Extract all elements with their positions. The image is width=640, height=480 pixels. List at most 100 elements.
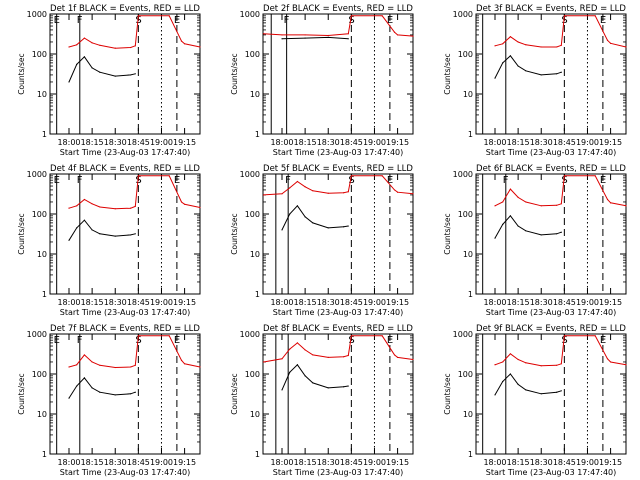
x-tick-label: 18:45 xyxy=(553,138,576,147)
data-point-events xyxy=(517,225,519,227)
x-tick-label: 18:30 xyxy=(104,298,127,307)
marker-label: F xyxy=(503,175,509,186)
data-point-events xyxy=(304,375,306,377)
data-point-lld xyxy=(262,33,265,35)
x-tick-label: 18:00 xyxy=(270,458,293,467)
marker-label: E xyxy=(174,15,180,26)
x-tick-label: 18:45 xyxy=(127,138,150,147)
data-point-lld xyxy=(76,44,78,46)
data-point-events xyxy=(130,234,132,236)
marker-label: S xyxy=(135,175,141,186)
panel-title: Det 5f BLACK = Events, RED = LLD xyxy=(263,164,413,174)
data-point-events xyxy=(494,77,496,79)
data-point-events xyxy=(296,364,299,366)
y-tick-label: 1 xyxy=(42,130,47,139)
data-point-lld xyxy=(540,365,542,367)
data-point-lld xyxy=(502,43,504,45)
x-axis-label: Start Time (23-Aug-03 17:47:40) xyxy=(60,468,191,477)
data-point-lld xyxy=(594,175,596,177)
data-point-lld xyxy=(76,205,78,207)
data-point-events xyxy=(91,387,93,389)
panel-title: Det 3f BLACK = Events, RED = LLD xyxy=(476,4,626,14)
y-axis-label: Counts/sec xyxy=(443,53,452,94)
series-line-events xyxy=(68,56,136,83)
data-point-events xyxy=(296,205,299,207)
data-point-events xyxy=(343,386,345,388)
data-point-events xyxy=(347,225,349,227)
data-point-events xyxy=(312,382,314,384)
marker-label: F xyxy=(77,175,83,186)
data-point-lld xyxy=(606,198,609,201)
series-line-lld xyxy=(263,15,414,37)
x-tick-label: 18:15 xyxy=(294,458,317,467)
data-point-lld xyxy=(502,361,504,363)
data-point-lld xyxy=(412,193,414,195)
x-tick-label: 18:30 xyxy=(317,298,340,307)
x-tick-label: 19:00 xyxy=(576,458,599,467)
data-point-events xyxy=(76,63,78,65)
x-tick-label: 18:30 xyxy=(104,458,127,467)
series-line-events xyxy=(494,55,562,79)
data-point-lld xyxy=(347,191,349,193)
data-point-lld xyxy=(594,15,596,17)
data-point-events xyxy=(347,385,349,387)
x-tick-label: 18:15 xyxy=(81,138,104,147)
data-point-events xyxy=(540,74,542,76)
y-tick-label: 10 xyxy=(250,90,260,99)
plot-frame xyxy=(262,13,414,135)
data-point-lld xyxy=(563,335,565,337)
series-line-events xyxy=(494,373,562,396)
x-tick-label: 19:00 xyxy=(576,298,599,307)
y-axis-label: Counts/sec xyxy=(230,373,239,414)
y-tick-label: 100 xyxy=(32,210,47,219)
x-tick-label: 19:00 xyxy=(150,138,173,147)
marker-label: F xyxy=(77,15,83,26)
data-point-lld xyxy=(381,175,383,177)
series-line-events xyxy=(494,215,562,239)
data-point-lld xyxy=(114,208,116,210)
data-point-lld xyxy=(343,356,345,358)
x-tick-label: 18:45 xyxy=(127,298,150,307)
data-point-events xyxy=(560,231,562,233)
x-tick-label: 18:00 xyxy=(57,458,80,467)
x-tick-label: 18:00 xyxy=(483,138,506,147)
marker-label: S xyxy=(348,175,354,186)
data-point-lld xyxy=(381,335,383,337)
x-tick-label: 18:30 xyxy=(317,138,340,147)
y-axis-label: Counts/sec xyxy=(230,213,239,254)
x-tick-label: 18:00 xyxy=(57,138,80,147)
y-tick-label: 1000 xyxy=(453,330,473,339)
y-tick-label: 1000 xyxy=(240,10,260,19)
x-tick-label: 18:15 xyxy=(507,458,530,467)
data-point-events xyxy=(114,394,116,396)
x-axis-label: Start Time (23-Aug-03 17:47:40) xyxy=(60,308,191,317)
y-tick-label: 10 xyxy=(463,410,473,419)
data-point-events xyxy=(502,223,504,225)
y-tick-label: 10 xyxy=(37,90,47,99)
data-point-lld xyxy=(609,202,612,204)
data-point-lld xyxy=(556,364,558,366)
y-tick-label: 1 xyxy=(42,450,47,459)
y-tick-label: 10 xyxy=(463,250,473,259)
data-point-events xyxy=(99,71,101,73)
data-point-events xyxy=(343,226,345,228)
x-tick-label: 18:15 xyxy=(507,298,530,307)
marker-label: F xyxy=(77,335,83,346)
data-point-events xyxy=(502,62,504,64)
data-point-lld xyxy=(540,205,542,207)
plot-frame xyxy=(49,333,201,455)
data-point-lld xyxy=(327,192,329,194)
data-point-events xyxy=(289,213,291,215)
y-tick-label: 1000 xyxy=(453,170,473,179)
panel-title: Det 1f BLACK = Events, RED = LLD xyxy=(50,4,200,14)
data-point-lld xyxy=(199,366,201,368)
data-point-lld xyxy=(83,354,86,356)
x-tick-label: 19:15 xyxy=(386,138,409,147)
data-point-events xyxy=(525,389,527,391)
data-point-lld xyxy=(91,203,93,205)
data-point-lld xyxy=(494,205,496,207)
data-point-lld xyxy=(412,35,414,37)
y-tick-label: 10 xyxy=(250,410,260,419)
x-tick-label: 18:30 xyxy=(317,458,340,467)
data-point-events xyxy=(509,215,512,217)
